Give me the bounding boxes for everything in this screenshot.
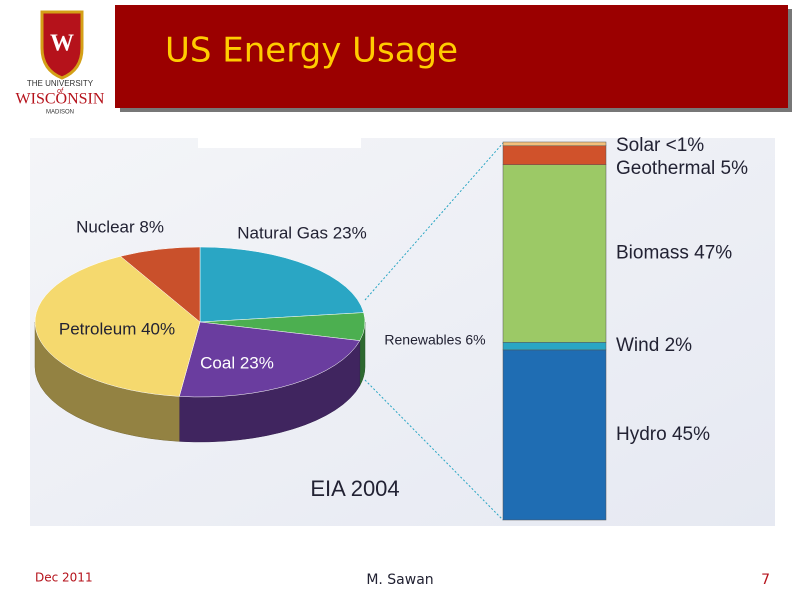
slice-label: Nuclear 8% (76, 217, 164, 236)
pie-slice (178, 321, 361, 398)
segment-label: Solar <1% (616, 135, 704, 156)
segment-label: Hydro 45% (616, 424, 710, 445)
bar-segment (502, 164, 607, 343)
source-label: EIA 2004 (310, 476, 399, 501)
segment-label: Geothermal 5% (616, 158, 748, 179)
slice-label: Natural Gas 23% (237, 223, 366, 242)
slide-title: US Energy Usage (165, 31, 458, 71)
segment-label: Biomass 47% (616, 243, 732, 264)
chart-notch (198, 138, 361, 148)
slice-label: Renewables 6% (384, 332, 485, 348)
crest-letter: W (50, 31, 74, 57)
bar-segment (502, 141, 607, 147)
footer-date: Dec 2011 (35, 571, 93, 585)
pie-slice (119, 246, 201, 323)
footer-author: M. Sawan (366, 572, 433, 588)
slice-label: Petroleum 40% (59, 319, 175, 338)
logo-text: WISCONSIN (16, 91, 105, 108)
segment-label: Wind 2% (616, 335, 692, 356)
logo-text: THE UNIVERSITY (27, 79, 94, 88)
connector (364, 142, 504, 301)
crest (40, 10, 84, 80)
bar-segment (502, 342, 607, 351)
connector (364, 379, 504, 521)
pie-slice (34, 256, 201, 397)
footer-page: 7 (761, 572, 770, 588)
bar-segment (502, 145, 607, 165)
logo-text: MADISON (46, 110, 74, 116)
pie-slice (199, 246, 365, 323)
logo-text: of (57, 88, 64, 95)
bar-segment (502, 349, 607, 521)
header-band (115, 5, 788, 108)
slice-label: Coal 23% (200, 353, 274, 372)
